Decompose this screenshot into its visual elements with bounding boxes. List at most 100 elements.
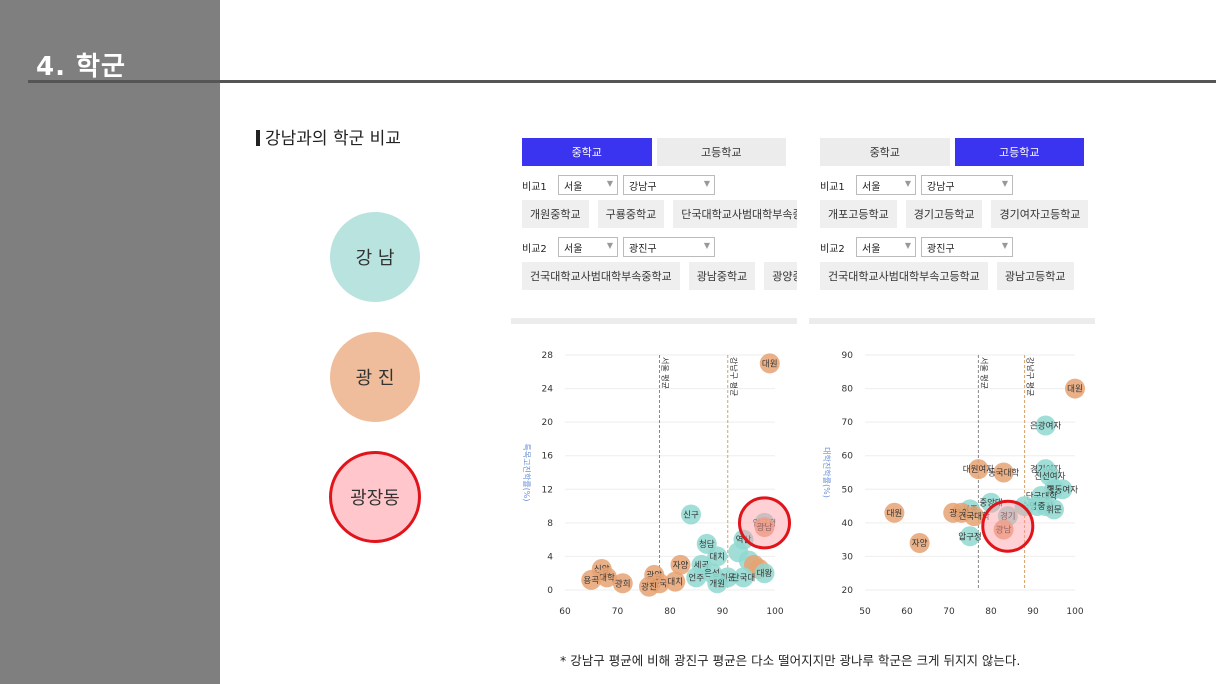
school-chip[interactable]: 광남고등학교 [996, 262, 1074, 290]
x-tick-label: 90 [717, 607, 729, 617]
tab-high-school[interactable]: 고등학교 [656, 138, 786, 166]
y-tick-label: 0 [547, 586, 553, 596]
tab-middle-school[interactable]: 중학교 [820, 138, 950, 166]
data-point [1035, 415, 1056, 436]
data-point [1044, 499, 1064, 520]
data-point [1052, 479, 1073, 500]
data-point-label: 단국대 [732, 572, 755, 583]
chart-middle-school-scatter: 0 4 8 12 16 20 24 28 60 70 80 90 100 특목고진학률(%) 서울 평균 강남… [522, 351, 791, 617]
section-title: 4. 학군 [36, 52, 126, 82]
x-tick-label: 70 [612, 607, 624, 617]
data-point [670, 554, 691, 575]
data-point [754, 563, 775, 584]
x-tick-label: 100 [766, 607, 783, 617]
compare2-district-select[interactable]: 광진구 [921, 237, 1013, 257]
data-point [993, 462, 1014, 483]
compare2-label: 비교2 [522, 243, 547, 255]
data-point-label: 경기 [1000, 511, 1016, 522]
x-tick-label: 50 [859, 607, 871, 617]
data-point-label: 대원 [1067, 385, 1083, 395]
school-chip[interactable]: 건국대학교사범대학부속고등학교 [820, 262, 988, 290]
data-point [909, 533, 930, 553]
data-point [884, 502, 905, 523]
compare1-school-list: 개원중학교 구룡중학교 단국대학교사범대학부속중학교 [522, 200, 797, 228]
school-chip[interactable]: 경기고등학교 [905, 200, 983, 228]
y-tick-label: 40 [842, 519, 854, 529]
data-point-label: 동국 [652, 579, 668, 589]
data-point-label: 개원 [709, 578, 725, 589]
school-chip[interactable]: 단국대학교사범대학부속중학교 [673, 200, 797, 228]
school-chip[interactable]: 건국대학교사범대학부속중학교 [522, 262, 680, 290]
data-point [968, 459, 989, 480]
tab-high-school[interactable]: 고등학교 [954, 138, 1084, 166]
compare2-city-select[interactable]: 서울 [558, 237, 618, 257]
compare2-city-select[interactable]: 서울 [856, 237, 916, 257]
panel-divider [809, 318, 1095, 324]
compare2-school-list: 건국대학교사범대학부속고등학교 광남고등학교 [820, 262, 1095, 290]
data-point-label: 대왕 [757, 569, 773, 579]
x-tick-label: 60 [901, 607, 913, 617]
y-tick-label: 8 [547, 519, 553, 529]
data-point-label: 광진 [641, 582, 657, 593]
data-point [943, 502, 964, 523]
data-point [759, 353, 780, 374]
compare2-district-select[interactable]: 광진구 [623, 237, 715, 257]
compare2-row: 비교2 서울 광진구 [522, 237, 797, 257]
data-point-label: 광남 [757, 522, 773, 533]
y-tick-label: 30 [842, 552, 854, 562]
compare1-district-select[interactable]: 강남구 [623, 175, 715, 195]
school-chip[interactable]: 경기여자고등학교 [991, 200, 1089, 228]
data-point [993, 519, 1014, 540]
y-tick-label: 4 [547, 552, 553, 562]
footnote: * 강남구 평균에 비해 광진구 평균은 다소 떨어지지만 광나루 학군은 크게… [560, 653, 1021, 668]
data-point-label: 은성 [704, 569, 720, 579]
data-point [686, 567, 707, 588]
school-filter-panel-high: 중학교 고등학교 비교1 서울 강남구 개포고등학교 경기고등학교 경기여자고등… [809, 138, 1095, 324]
data-point-label: 진선여자 [1034, 471, 1065, 482]
school-chip[interactable]: 구룡중학교 [597, 200, 665, 228]
data-point-label: 광남 [996, 525, 1012, 536]
level-tabs: 중학교 고등학교 [820, 138, 1084, 166]
circle-gwangjang: 광장동 [329, 451, 421, 543]
data-point [581, 569, 602, 590]
data-point-label: 대원 [762, 359, 778, 369]
data-point-label: 건국대학 [959, 511, 990, 522]
compare2-label: 비교2 [820, 243, 845, 255]
data-point-label: 동국대학 [988, 468, 1019, 479]
reference-line-label: 서울 평균 [979, 357, 989, 389]
tab-middle-school[interactable]: 중학교 [522, 138, 652, 166]
data-point-label: 압구정 [958, 531, 981, 542]
school-filter-panel-middle: 중학교 고등학교 비교1 서울 강남구 개원중학교 구룡중학교 단국대학교사범대… [511, 138, 797, 324]
y-tick-label: 12 [542, 485, 553, 495]
panel-divider [511, 318, 797, 324]
data-point-label: 휘문 [720, 572, 736, 583]
data-point [960, 526, 980, 547]
reference-line-label: 서울 평균 [661, 357, 671, 389]
data-point [1065, 378, 1085, 399]
data-point-label: 세곡 [694, 561, 710, 571]
compare1-label: 비교1 [820, 181, 845, 193]
reference-line-label: 강남구 평균 [1026, 357, 1036, 396]
school-chip[interactable]: 광남중학교 [688, 262, 756, 290]
compare1-city-select[interactable]: 서울 [856, 175, 916, 195]
compare1-district-select[interactable]: 강남구 [921, 175, 1013, 195]
school-chip[interactable]: 개포고등학교 [820, 200, 897, 228]
subtitle: 강남과의 학군 비교 [256, 124, 401, 149]
y-tick-label: 24 [542, 385, 554, 395]
school-chip[interactable]: 개원중학교 [522, 200, 589, 228]
subtitle-bar [256, 130, 260, 146]
data-point [707, 546, 728, 567]
data-point-label: 언주 [688, 572, 704, 583]
data-point [981, 492, 1001, 513]
data-point-label: 광희 [615, 578, 631, 589]
y-axis-label: 특목고진학률(%) [522, 443, 532, 501]
y-axis-label: 대학진학률(%) [822, 447, 832, 498]
data-point-label: 휘문 [1046, 504, 1062, 515]
data-point [639, 576, 659, 597]
data-point-label: 대학 [599, 572, 615, 583]
compare1-school-list: 개포고등학교 경기고등학교 경기여자고등학교 [820, 200, 1095, 228]
compare1-city-select[interactable]: 서울 [558, 175, 618, 195]
data-point-label: 자양 [912, 538, 928, 549]
